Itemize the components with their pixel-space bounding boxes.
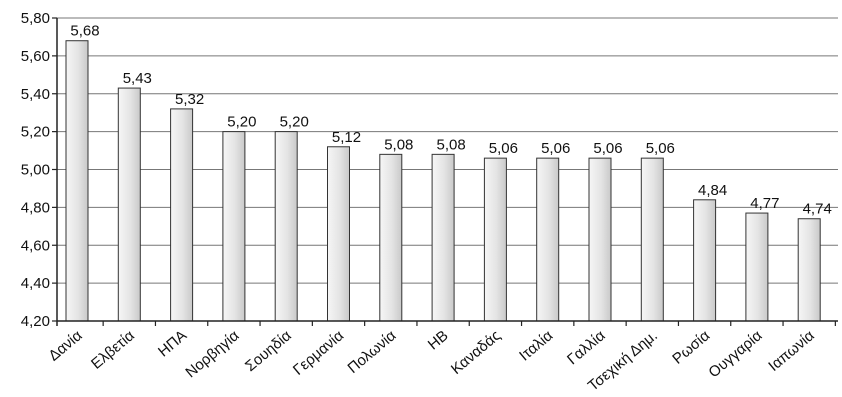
category-label: Ιταλία xyxy=(516,327,556,365)
y-tick-label: 4,60 xyxy=(21,237,50,254)
data-labels: 5,68 5,43 5,32 5,20 5,20 5,12 5,08 5,08 5,06 5,06… xyxy=(70,23,831,218)
bar xyxy=(327,146,350,322)
category-label: Καναδάς xyxy=(448,327,504,378)
data-label: 5,06 xyxy=(489,140,518,157)
data-label: 5,68 xyxy=(70,23,99,40)
bar xyxy=(693,199,717,322)
axes xyxy=(56,18,838,326)
y-tick-label: 5,80 xyxy=(21,10,50,27)
data-label: 5,20 xyxy=(227,114,256,131)
y-axis-tick-labels: 4,20 4,40 4,60 4,80 5,00 5,20 5,40 5,60 5,80 xyxy=(21,10,57,330)
category-label: Ιαπωνία xyxy=(765,327,818,375)
data-label: 5,08 xyxy=(436,136,465,153)
y-tick-label: 4,20 xyxy=(21,313,50,330)
data-label: 5,06 xyxy=(541,140,570,157)
data-label: 5,43 xyxy=(123,70,152,87)
bar xyxy=(170,108,194,322)
bar xyxy=(640,157,664,322)
bar xyxy=(379,153,403,322)
y-tick-label: 5,40 xyxy=(21,86,50,103)
category-label: Γαλλία xyxy=(564,327,609,368)
bar xyxy=(797,218,821,322)
bar xyxy=(745,212,769,322)
bar xyxy=(117,87,141,322)
data-label: 5,06 xyxy=(646,140,675,157)
data-label: 5,08 xyxy=(384,136,413,153)
y-tick-label: 5,60 xyxy=(21,48,50,65)
y-tick-label: 5,00 xyxy=(21,162,50,179)
category-label: Πολωνία xyxy=(344,327,399,377)
data-label: 4,74 xyxy=(803,201,832,218)
data-label: 5,12 xyxy=(332,129,361,146)
bar xyxy=(431,153,455,322)
category-label: Σουηδία xyxy=(242,327,295,375)
data-label: 5,32 xyxy=(175,91,204,108)
data-label: 5,20 xyxy=(280,114,309,131)
category-label: Ουγγαρία xyxy=(705,327,765,381)
bar xyxy=(536,157,560,322)
category-label: Ελβετία xyxy=(88,327,138,373)
category-label: ΗΠΑ xyxy=(155,327,190,360)
category-label: Γερμανία xyxy=(290,327,347,379)
data-label: 4,84 xyxy=(698,182,727,199)
category-label: Νορβηγία xyxy=(182,327,242,381)
y-tick-label: 5,20 xyxy=(21,124,50,141)
data-label: 4,77 xyxy=(750,195,779,212)
bar xyxy=(588,157,612,322)
category-label: Δανία xyxy=(45,327,85,365)
y-tick-label: 4,40 xyxy=(21,275,50,292)
y-tick-label: 4,80 xyxy=(21,199,50,216)
bar xyxy=(65,40,89,322)
bars xyxy=(65,40,821,322)
category-label: ΗΒ xyxy=(425,327,452,353)
category-label: Ρωσία xyxy=(669,327,713,368)
bar xyxy=(274,131,298,322)
bar xyxy=(483,157,507,322)
bar xyxy=(222,131,246,322)
data-label: 5,06 xyxy=(593,140,622,157)
